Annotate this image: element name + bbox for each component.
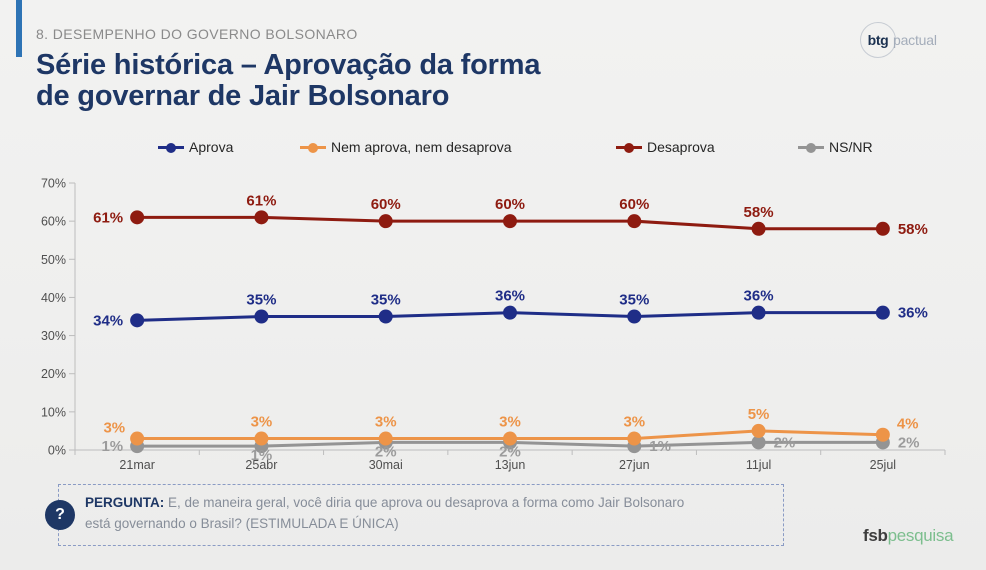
y-tick-label: 50% bbox=[41, 253, 66, 267]
accent-bar bbox=[16, 0, 22, 57]
data-point bbox=[503, 305, 517, 320]
data-label: 3% bbox=[375, 414, 397, 431]
data-point bbox=[378, 214, 393, 229]
data-label: 34% bbox=[93, 312, 123, 329]
data-point bbox=[130, 313, 145, 328]
btg-pactual-logo: btg pactual bbox=[860, 22, 937, 58]
title-line-1: Série histórica – Aprovação da forma bbox=[36, 49, 541, 81]
legend-marker-icon bbox=[158, 138, 184, 156]
legend-label: Aprova bbox=[189, 139, 234, 155]
fsb-logo-pesquisa-text: pesquisa bbox=[887, 526, 954, 545]
x-tick-label: 11jul bbox=[746, 458, 771, 472]
legend-marker-icon bbox=[616, 138, 642, 156]
question-line-1: E, de maneira geral, você diria que apro… bbox=[168, 495, 685, 510]
btg-logo-pactual-text: pactual bbox=[893, 32, 937, 48]
data-point bbox=[751, 305, 766, 320]
y-tick-label: 60% bbox=[41, 215, 66, 229]
legend-item-nem-aprova: Nem aprova, nem desaprova bbox=[300, 138, 512, 156]
page-title: Série histórica – Aprovação da forma de … bbox=[36, 50, 540, 112]
y-tick-label: 30% bbox=[41, 329, 66, 343]
data-label: 2% bbox=[499, 443, 521, 460]
data-point bbox=[130, 431, 145, 446]
data-point bbox=[378, 431, 393, 446]
data-point bbox=[503, 431, 517, 446]
legend-item-nsnr: NS/NR bbox=[798, 138, 873, 156]
data-point bbox=[875, 305, 890, 320]
x-tick-label: 27jun bbox=[619, 458, 650, 472]
fsb-pesquisa-logo: fsbpesquisa bbox=[863, 526, 954, 546]
data-label: 2% bbox=[774, 434, 796, 451]
data-point bbox=[875, 221, 890, 236]
data-point bbox=[751, 423, 766, 438]
question-text: PERGUNTA: E, de maneira geral, você diri… bbox=[85, 492, 765, 534]
y-tick-label: 20% bbox=[41, 367, 66, 381]
x-tick-label: 25jul bbox=[870, 458, 896, 472]
data-label: 3% bbox=[103, 420, 125, 437]
data-point bbox=[254, 210, 269, 225]
data-point bbox=[751, 221, 766, 236]
x-tick-label: 21mar bbox=[119, 458, 154, 472]
x-tick-label: 13jun bbox=[495, 458, 526, 472]
data-point bbox=[627, 431, 642, 446]
data-point bbox=[875, 427, 890, 442]
question-mark-icon: ? bbox=[45, 500, 75, 530]
data-label: 61% bbox=[93, 209, 123, 226]
data-point bbox=[254, 431, 269, 446]
data-label: 36% bbox=[744, 288, 774, 305]
data-label: 35% bbox=[246, 292, 276, 309]
data-label: 1% bbox=[649, 438, 671, 455]
data-label: 1% bbox=[101, 438, 123, 455]
data-label: 60% bbox=[619, 196, 649, 213]
data-point bbox=[378, 309, 393, 324]
legend-label: NS/NR bbox=[829, 139, 873, 155]
data-label: 61% bbox=[246, 192, 276, 209]
question-label: PERGUNTA: bbox=[85, 495, 165, 510]
btg-logo-text: btg bbox=[867, 32, 889, 48]
section-kicker: 8. DESEMPENHO DO GOVERNO BOLSONARO bbox=[36, 26, 358, 42]
data-label: 4% bbox=[897, 416, 919, 433]
data-label: 58% bbox=[744, 204, 774, 221]
line-chart: 0% 10% 20% 30% 40% 50% 60% 70% 21mar 25abr 30mai 13… bbox=[41, 177, 946, 472]
legend-marker-icon bbox=[300, 138, 326, 156]
btg-logo-circle: btg bbox=[860, 22, 896, 58]
data-point bbox=[254, 309, 269, 324]
data-label: 35% bbox=[371, 292, 401, 309]
data-label: 3% bbox=[251, 414, 273, 431]
legend-item-aprova: Aprova bbox=[158, 138, 233, 156]
y-tick-label: 70% bbox=[41, 177, 66, 191]
question-line-2: está governando o Brasil? (ESTIMULADA E … bbox=[85, 516, 399, 531]
legend-label: Desaprova bbox=[647, 139, 715, 155]
x-tick-label: 25abr bbox=[245, 458, 277, 472]
data-label: 1% bbox=[251, 447, 273, 464]
data-label: 60% bbox=[495, 196, 525, 213]
y-tick-label: 0% bbox=[48, 444, 66, 458]
y-tick-label: 40% bbox=[41, 291, 66, 305]
legend-marker-icon bbox=[798, 138, 824, 156]
data-label: 36% bbox=[898, 305, 928, 322]
y-tick-label: 10% bbox=[41, 405, 66, 419]
data-point bbox=[503, 214, 517, 229]
data-label: 2% bbox=[898, 434, 920, 451]
data-label: 3% bbox=[623, 414, 645, 431]
data-label: 3% bbox=[499, 414, 521, 431]
data-label: 58% bbox=[898, 221, 928, 238]
legend-label: Nem aprova, nem desaprova bbox=[331, 139, 512, 155]
data-point bbox=[751, 435, 766, 450]
legend-item-desaprova: Desaprova bbox=[616, 138, 715, 156]
fsb-logo-text: fsb bbox=[863, 526, 888, 545]
data-label: 2% bbox=[375, 443, 397, 460]
data-label: 36% bbox=[495, 288, 525, 305]
x-tick-label: 30mai bbox=[369, 458, 403, 472]
title-line-2: de governar de Jair Bolsonaro bbox=[36, 80, 450, 112]
data-label: 35% bbox=[619, 292, 649, 309]
data-label: 60% bbox=[371, 196, 401, 213]
data-label: 5% bbox=[748, 406, 770, 423]
data-point bbox=[130, 210, 145, 225]
data-point bbox=[627, 214, 642, 229]
data-point bbox=[627, 309, 642, 324]
